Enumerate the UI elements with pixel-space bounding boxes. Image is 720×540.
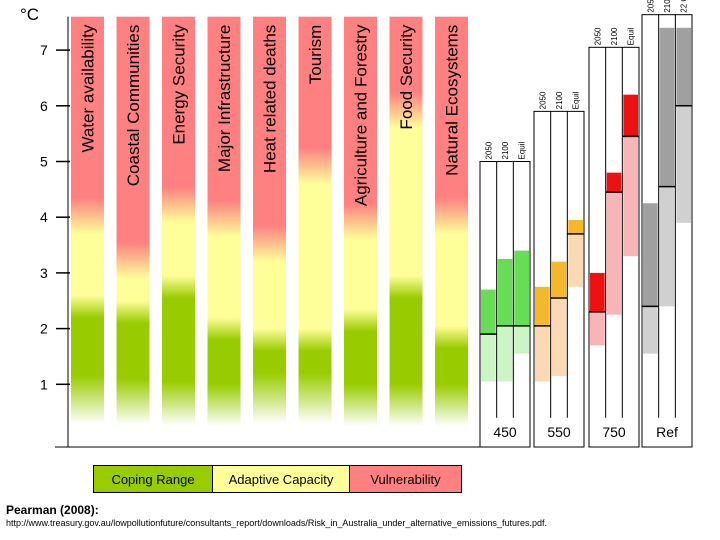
scenario-range-upper	[659, 27, 675, 187]
y-tick-label: 3	[40, 265, 48, 281]
scenario-range-lower	[535, 325, 550, 382]
scenario-panels: 2050 2100 Equil 450 2050 2100 Equil 550 2050 2100…	[479, 0, 693, 448]
scenario-range-upper	[623, 94, 638, 137]
scenario-range-upper	[481, 289, 496, 335]
y-axis-unit: °C	[20, 5, 39, 24]
sector-label: Water availability	[79, 24, 98, 152]
legend-coping-label: Coping Range	[111, 471, 195, 487]
scenario-range-lower	[659, 186, 675, 307]
scenario-range-upper	[551, 261, 567, 298]
scenario-bar-label: 2050	[484, 141, 493, 159]
sector-label: Energy Security	[170, 24, 189, 144]
sector-bar	[389, 16, 423, 441]
scenario-bar-label: 22 C	[680, 0, 689, 13]
legend-adaptive-label: Adaptive Capacity	[228, 471, 334, 487]
scenario-bar-label: 2050	[646, 0, 655, 13]
sector-label: Heat related deaths	[261, 25, 280, 173]
scenario-range-lower	[643, 306, 658, 354]
sector-label: Coastal Communities	[124, 25, 143, 187]
risk-chart: Water availability Coastal Communities Ene…	[20, 0, 693, 448]
scenario-bar-label: Equil	[572, 91, 581, 109]
scenario-range-upper	[606, 172, 622, 193]
y-tick-label: 7	[40, 42, 48, 58]
scenario-bar-label: Equil	[518, 141, 527, 159]
scenario-bar-label: 2100	[663, 0, 672, 13]
y-tick-label: 2	[40, 321, 48, 337]
scenario-range-lower	[623, 136, 638, 257]
sector-label: Agriculture and Forestry	[352, 24, 371, 206]
legend-coping-range: Coping Range	[93, 465, 213, 493]
scenario-range-lower	[551, 297, 567, 376]
reference-title: Pearman (2008):	[6, 503, 99, 517]
scenario-bar-label: 2050	[593, 27, 602, 45]
scenario-bar-label: 2100	[610, 27, 619, 45]
sector-label: Tourism	[306, 25, 325, 85]
y-tick-label: 1	[40, 376, 48, 392]
scenario-range-upper	[535, 286, 550, 326]
scenario-range-upper	[676, 27, 691, 106]
sector-bar	[116, 16, 150, 441]
scenario-range-lower	[514, 325, 529, 354]
scenario-name: Ref	[656, 424, 678, 440]
scenario-bar-label: 2100	[501, 141, 510, 159]
reference-url[interactable]: http://www.treasury.gov.au/lowpollutionf…	[6, 518, 547, 528]
sector-bar	[71, 16, 104, 441]
scenario-range-upper	[568, 219, 583, 234]
scenario-range-lower	[481, 334, 496, 382]
scenario-range-lower	[590, 311, 605, 346]
y-tick-label: 5	[40, 154, 48, 170]
scenario-name: 450	[493, 424, 517, 440]
legend-vulnerability-label: Vulnerability	[370, 471, 441, 487]
sector-bar	[162, 16, 195, 441]
sector-label: Natural Ecosystems	[443, 25, 462, 176]
y-axis: °C 1 2 3 4 5 6 7	[20, 5, 480, 448]
sector-bar	[298, 16, 332, 441]
sector-label: Food Security	[397, 24, 416, 129]
scenario-range-lower	[568, 233, 583, 287]
scenario-range-lower	[676, 105, 691, 223]
legend-vulnerability: Vulnerability	[349, 465, 462, 493]
sector-label: Major Infrastructure	[215, 25, 234, 172]
scenario-bar-label: 2100	[555, 91, 564, 109]
sector-bar	[344, 16, 377, 441]
legend-adaptive-capacity: Adaptive Capacity	[212, 465, 350, 493]
scenario-bar-label: 2050	[538, 91, 547, 109]
scenario-range-upper	[643, 203, 658, 307]
scenario-name: 550	[547, 424, 571, 440]
sector-bar	[207, 16, 241, 441]
scenario-bar-label: Equil	[627, 27, 636, 45]
sector-bar	[435, 16, 468, 441]
scenario-panel: 2050 2100 Equil 750	[588, 27, 640, 448]
sector-bar	[253, 16, 286, 441]
scenario-range-upper	[514, 250, 529, 326]
y-tick-label: 4	[40, 209, 48, 225]
scenario-range-upper	[497, 258, 513, 326]
scenario-range-upper	[590, 272, 605, 312]
sector-bars: Water availability Coastal Communities Ene…	[71, 16, 468, 441]
scenario-range-lower	[606, 192, 622, 315]
scenario-name: 750	[602, 424, 626, 440]
scenario-panel: 2050 2100 Equil 550	[533, 91, 585, 448]
scenario-panel: 2050 2100 Equil 450	[479, 141, 531, 448]
scenario-range-lower	[497, 325, 513, 382]
y-tick-label: 6	[40, 98, 48, 114]
scenario-panel: 2050 2100 22 C Ref	[641, 0, 693, 448]
